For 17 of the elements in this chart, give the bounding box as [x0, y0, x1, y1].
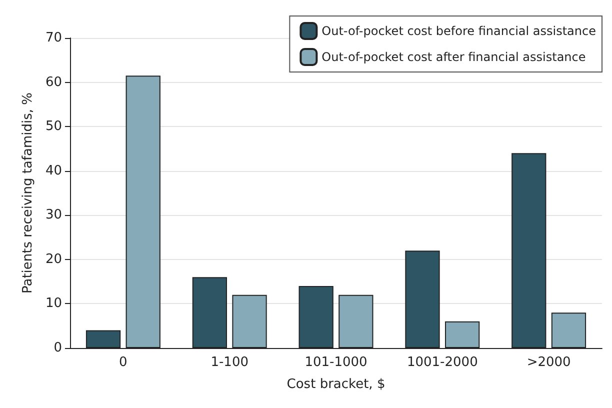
- legend-label: Out-of-pocket cost after financial assistance: [322, 50, 586, 64]
- y-tick-label: 0: [54, 340, 62, 356]
- y-axis-title: Patients receiving tafamidis, %: [20, 92, 36, 294]
- y-tick-label: 60: [45, 74, 62, 90]
- y-tick-label: 10: [45, 296, 62, 312]
- legend-label: Out-of-pocket cost before financial assistance: [322, 24, 596, 38]
- y-tick-label: 30: [45, 208, 62, 223]
- x-tick-label: 1-100: [210, 355, 248, 370]
- y-tick-label: 50: [45, 119, 62, 134]
- y-tick-label: 20: [45, 252, 62, 267]
- y-tick-label: 40: [45, 163, 62, 178]
- y-tick-label: 70: [45, 30, 62, 46]
- x-tick-label: 0: [119, 355, 128, 370]
- x-axis-title: Cost bracket, $: [286, 377, 386, 392]
- x-tick-label: >2000: [526, 355, 571, 370]
- x-tick-label: 101-1000: [304, 355, 368, 370]
- x-tick-label: 1001-2000: [406, 355, 478, 370]
